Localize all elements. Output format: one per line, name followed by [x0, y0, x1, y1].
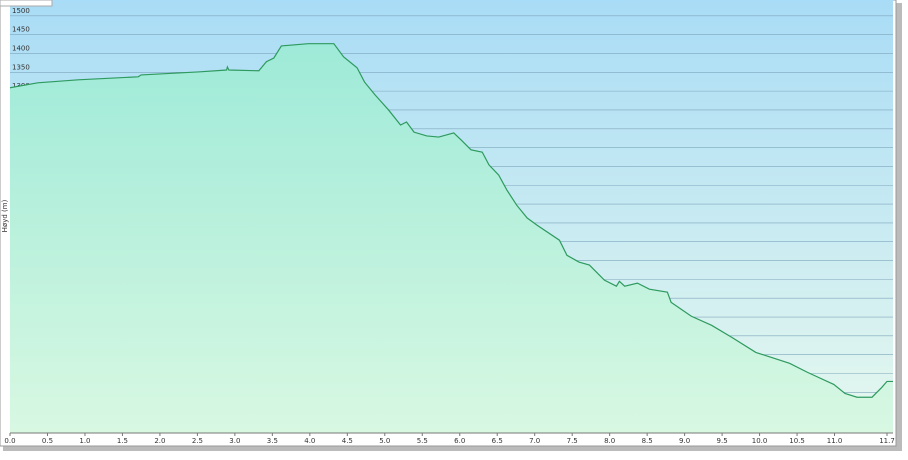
x-tick-label: 3.0: [229, 437, 240, 445]
area-fill: [10, 43, 893, 434]
x-tick-label: 5.0: [379, 437, 390, 445]
x-tick-label: 0.0: [4, 437, 15, 445]
x-tick-label: 5.5: [417, 437, 428, 445]
x-tick-label: 2.0: [154, 437, 165, 445]
x-tick-label: 8.5: [642, 437, 653, 445]
x-tick-label: 8.0: [604, 437, 615, 445]
y-axis-label: Høyd (m): [1, 199, 9, 232]
y-tick-label: 1350: [12, 63, 30, 71]
x-tick-label: 7.5: [567, 437, 578, 445]
x-tick-label: 9.0: [679, 437, 690, 445]
x-tick-label: 11.7: [879, 437, 895, 445]
y-tick-label: 1450: [12, 26, 30, 34]
x-tick-label: 10.5: [789, 437, 805, 445]
x-tick-label: 6.5: [492, 437, 503, 445]
y-tick-label: 1400: [12, 44, 30, 52]
y-tick-label: 1500: [12, 7, 30, 15]
x-tick-label: 4.0: [304, 437, 315, 445]
x-tick-label: 7.0: [529, 437, 540, 445]
x-tick-label: 2.5: [192, 437, 203, 445]
x-tick-label: 4.5: [342, 437, 353, 445]
x-tick-label: 0.5: [42, 437, 53, 445]
x-tick-label: 10.0: [752, 437, 768, 445]
x-tick-label: 1.5: [117, 437, 128, 445]
x-tick-label: 3.5: [267, 437, 278, 445]
legend-box: [0, 0, 53, 7]
x-tick-label: 1.0: [79, 437, 90, 445]
profile-line: [9, 43, 893, 398]
x-tick-label: 6.0: [454, 437, 465, 445]
x-tick-label: 9.5: [717, 437, 728, 445]
x-tick-label: 11.0: [827, 437, 843, 445]
